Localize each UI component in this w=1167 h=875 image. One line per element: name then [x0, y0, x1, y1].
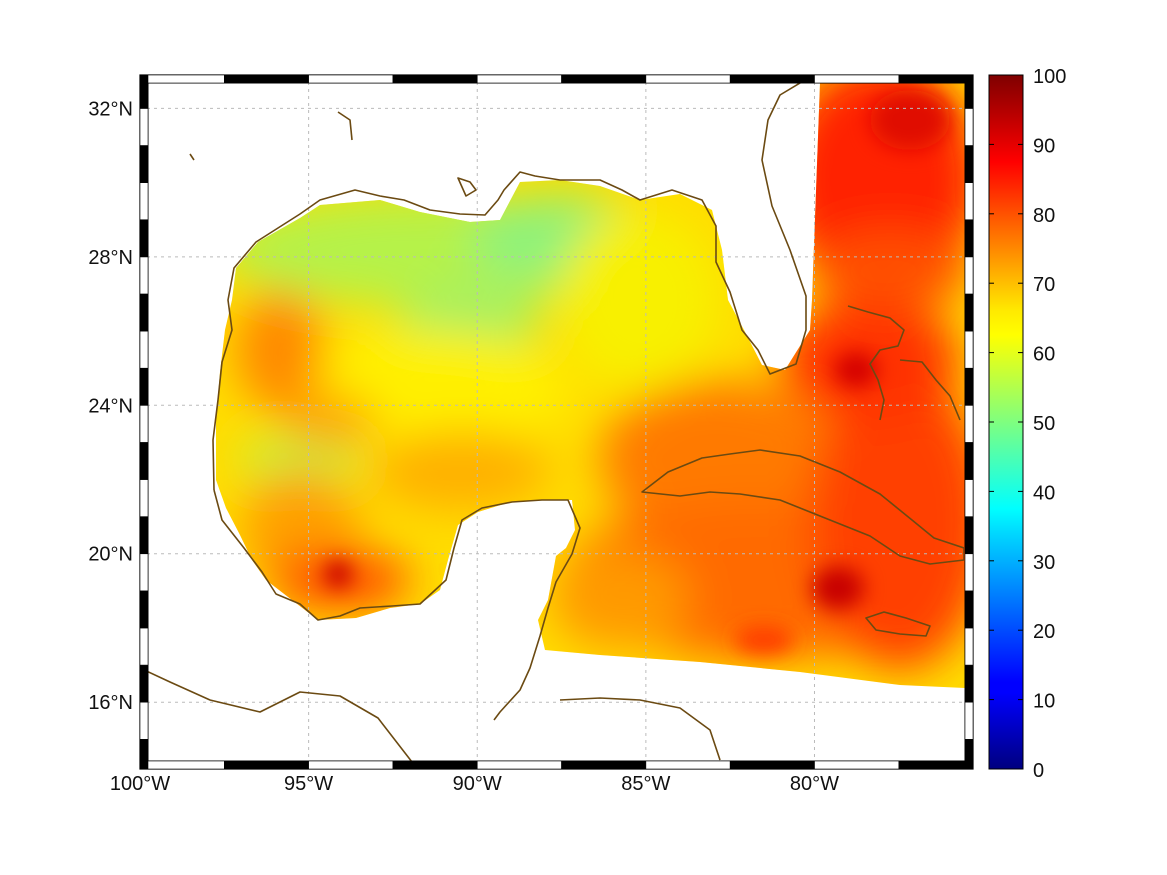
lat-tick-label-3: 20°N	[88, 544, 133, 566]
colorbar-tick-label-2: 80	[1033, 205, 1055, 227]
frame-segment	[964, 367, 974, 406]
colorbar-ramp	[988, 74, 1024, 770]
frame-segment	[964, 701, 974, 740]
map-frame	[139, 74, 974, 770]
lon-tick-label-1: 95°W	[284, 773, 333, 795]
lon-tick-label-4: 80°W	[790, 773, 839, 795]
frame-segment	[964, 74, 974, 109]
frame-segment	[964, 553, 974, 592]
frame-segment	[476, 74, 562, 84]
graticule	[148, 83, 964, 762]
frame-segment	[814, 74, 900, 84]
frame-segment	[392, 760, 478, 770]
frame-segment	[139, 74, 225, 84]
frame-segment	[139, 442, 149, 480]
lon-tick-label-2: 90°W	[453, 773, 502, 795]
frame-segment	[224, 74, 309, 84]
coastline-central-america	[148, 670, 413, 762]
frame-segment	[729, 760, 815, 770]
frame-segment	[139, 479, 149, 517]
frame-segment	[139, 739, 149, 770]
frame-segment	[964, 293, 974, 332]
colorbar-tick-label-5: 50	[1033, 413, 1055, 435]
frame-segment	[139, 590, 149, 629]
frame-segment	[139, 219, 149, 258]
frame-segment	[139, 182, 149, 221]
frame-segment	[964, 442, 974, 480]
frame-segment	[392, 74, 478, 84]
colorbar-tick-label-6: 40	[1033, 482, 1055, 504]
colorbar-tick-label-9: 10	[1033, 691, 1055, 713]
frame-segment	[964, 739, 974, 770]
frame-segment	[964, 182, 974, 221]
frame-segment	[964, 590, 974, 629]
frame-segment	[964, 516, 974, 555]
colorbar-tick-label-10: 0	[1033, 760, 1044, 782]
frame-segment	[561, 760, 647, 770]
frame-segment	[814, 760, 900, 770]
coastline-us-gulf	[212, 83, 807, 491]
latitude-labels: 32°N 28°N 24°N 20°N 16°N	[88, 98, 133, 714]
coastline-bahamas	[847, 305, 961, 421]
frame-segment	[561, 74, 647, 84]
frame-segment	[308, 760, 394, 770]
frame-segment	[139, 367, 149, 406]
lon-tick-label-3: 85°W	[621, 773, 670, 795]
coastline-honduras	[559, 697, 721, 761]
frame-segment	[139, 293, 149, 332]
longitude-labels: 100°W 95°W 90°W 85°W 80°W	[110, 773, 839, 795]
frame-segment	[139, 701, 149, 740]
frame-segment	[964, 479, 974, 517]
colorbar-tick-label-1: 90	[1033, 135, 1055, 157]
frame-segment	[645, 74, 731, 84]
frame-segment	[139, 553, 149, 592]
coastline-isles	[189, 111, 477, 197]
frame-segment	[139, 74, 149, 109]
coastline-jamaica	[865, 611, 931, 637]
frame-segment	[139, 627, 149, 666]
coastline-cuba	[641, 449, 964, 565]
lat-tick-label-1: 28°N	[88, 247, 133, 269]
frame-segment	[139, 108, 149, 146]
coastline-mexico	[213, 489, 581, 721]
lat-tick-label-2: 24°N	[88, 395, 133, 417]
frame-segment	[964, 145, 974, 183]
frame-segment	[224, 760, 309, 770]
frame-segment	[139, 516, 149, 555]
frame-segment	[645, 760, 731, 770]
frame-segment	[964, 404, 974, 443]
colorbar-tick-label-0: 100	[1033, 66, 1066, 88]
frame-segment	[898, 760, 974, 770]
frame-segment	[308, 74, 394, 84]
colorbar-tick-label-4: 60	[1033, 344, 1055, 366]
frame-segment	[964, 256, 974, 295]
frame-segment	[964, 219, 974, 258]
frame-segment	[964, 330, 974, 369]
frame-segment	[898, 74, 974, 84]
frame-segment	[139, 664, 149, 703]
lat-tick-label-4: 16°N	[88, 692, 133, 714]
frame-segment	[139, 760, 225, 770]
data-field	[216, 83, 965, 688]
colorbar-tick-label-8: 20	[1033, 621, 1055, 643]
frame-segment	[139, 256, 149, 295]
frame-segment	[729, 74, 815, 84]
frame-segment	[964, 664, 974, 703]
coastlines	[148, 83, 964, 762]
frame-segment	[964, 627, 974, 666]
frame-segment	[139, 330, 149, 369]
lon-tick-label-0: 100°W	[110, 773, 170, 795]
lat-tick-label-0: 32°N	[88, 98, 133, 120]
colorbar-tick-label-7: 30	[1033, 552, 1055, 574]
frame-segment	[476, 760, 562, 770]
frame-segment	[139, 404, 149, 443]
frame-segment	[139, 145, 149, 183]
frame-segment	[964, 108, 974, 146]
colorbar-tick-label-3: 70	[1033, 274, 1055, 296]
